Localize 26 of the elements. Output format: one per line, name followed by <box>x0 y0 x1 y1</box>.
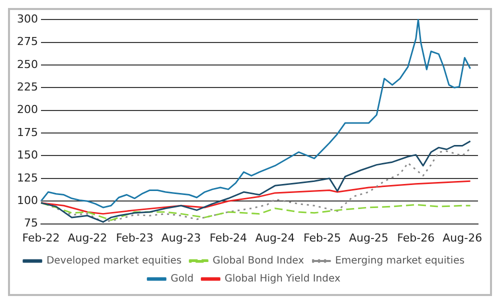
legend-label: Gold <box>170 274 194 285</box>
legend-label: Global Bond Index <box>212 256 304 267</box>
y-tick-label: 125 <box>16 171 38 184</box>
y-tick-label: 100 <box>16 194 38 207</box>
y-tick-label: 250 <box>16 58 38 71</box>
y-tick-label: 150 <box>16 148 38 162</box>
legend-label: Global High Yield Index <box>224 274 340 285</box>
x-tick-label: Feb-25 <box>304 231 341 244</box>
legend-label: Emerging market equities <box>335 256 465 267</box>
x-tick-label: Feb-23 <box>116 231 154 244</box>
x-tick-label: Feb-22 <box>22 231 60 244</box>
x-tick-label: Feb-26 <box>397 231 435 244</box>
x-tick-label: Aug-24 <box>255 231 295 244</box>
y-tick-label: 75 <box>24 216 38 230</box>
line-series <box>40 202 472 221</box>
x-tick-label: Aug-23 <box>161 231 201 244</box>
y-tick-label: 225 <box>16 80 38 94</box>
y-tick-label: 175 <box>16 126 38 139</box>
x-tick-label: Feb-24 <box>210 231 248 244</box>
x-tick-label: Aug-25 <box>348 231 388 244</box>
y-tick-label: 300 <box>16 12 38 26</box>
x-tick-label: Aug-22 <box>68 231 108 244</box>
legend-label: Developed market equities <box>46 256 182 267</box>
x-tick-label: Aug-26 <box>442 231 482 244</box>
y-tick-label: 200 <box>16 103 38 116</box>
y-tick-label: 275 <box>16 35 38 48</box>
